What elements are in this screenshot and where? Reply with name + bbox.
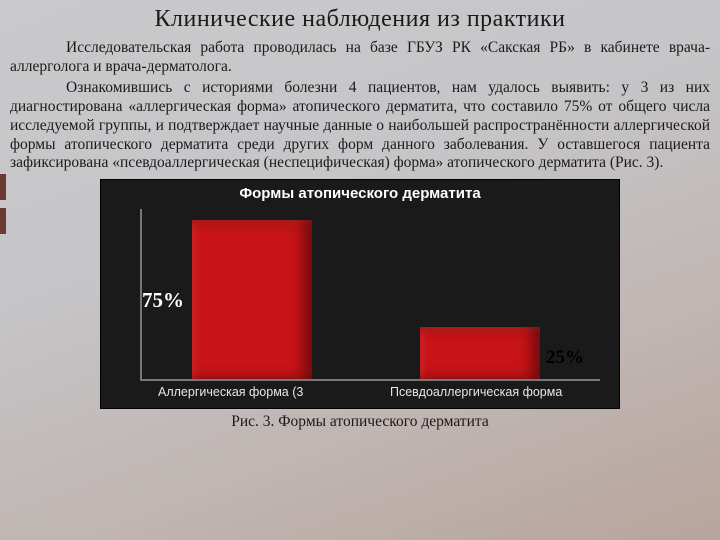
- pct-label-25: 25%: [546, 347, 584, 369]
- forms-bar-chart: Формы атопического дерматита 75% 25% Алл…: [100, 179, 620, 409]
- left-accent-bar: [0, 208, 6, 234]
- chart-plot-area: 75% 25%: [140, 209, 600, 381]
- pct-label-75: 75%: [142, 288, 184, 313]
- paragraph-2: Ознакомившись с историями болезни 4 паци…: [10, 79, 710, 174]
- bar-pseudoallergic: [420, 327, 540, 380]
- xlabel-allergic: Аллергическая форма (3: [158, 385, 303, 399]
- left-accent-bar: [0, 174, 6, 200]
- chart-title: Формы атопического дерматита: [100, 179, 620, 204]
- bar-allergic: [192, 220, 312, 380]
- slide-title: Клинические наблюдения из практики: [10, 6, 710, 33]
- chart-caption: Рис. 3. Формы атопического дерматита: [100, 413, 620, 431]
- paragraph-1: Исследовательская работа проводилась на …: [10, 39, 710, 77]
- chart-x-labels: Аллергическая форма (3 Псевдоаллергическ…: [140, 385, 600, 405]
- xlabel-pseudoallergic: Псевдоаллергическая форма: [390, 385, 562, 399]
- chart-container: Формы атопического дерматита 75% 25% Алл…: [100, 179, 620, 431]
